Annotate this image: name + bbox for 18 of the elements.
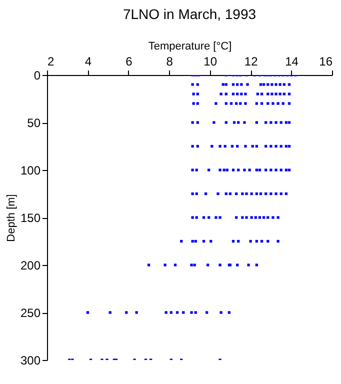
y-tick-label: 100 bbox=[20, 164, 41, 178]
y-tick-label: 0 bbox=[34, 68, 41, 82]
x-tick-label: 4 bbox=[84, 54, 92, 68]
y-tick-label: 50 bbox=[27, 116, 41, 130]
y-tick-label: 300 bbox=[20, 354, 41, 368]
x-tick-label: 8 bbox=[166, 54, 174, 68]
x-tick-label: 6 bbox=[126, 54, 133, 68]
y-tick-label: 150 bbox=[20, 211, 41, 225]
x-tick-label: 16 bbox=[319, 54, 333, 68]
x-axis-title: Temperature [°C] bbox=[148, 40, 232, 52]
x-tick-label: 14 bbox=[285, 54, 299, 68]
y-axis-title: Depth [m] bbox=[5, 194, 18, 242]
y-tick-label: 250 bbox=[20, 306, 41, 320]
x-tick-label: 2 bbox=[48, 54, 54, 68]
y-tick-label: 200 bbox=[20, 258, 41, 272]
x-tick-label: 10 bbox=[204, 54, 218, 68]
x-tick-label: 12 bbox=[244, 54, 258, 68]
chart-title: 7LNO in March, 1993 bbox=[122, 6, 256, 22]
